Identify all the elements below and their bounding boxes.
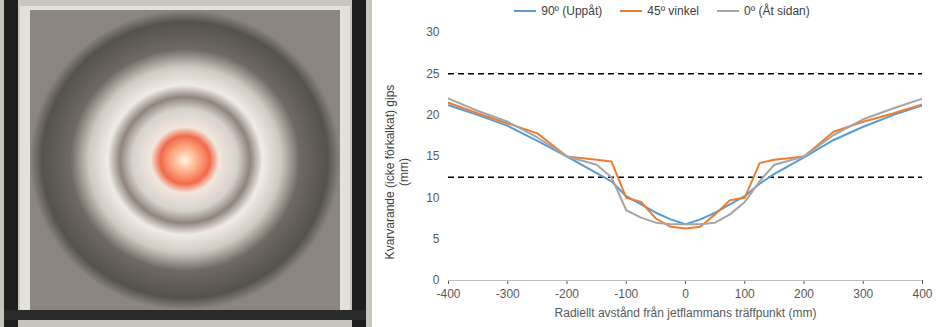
svg-text:15: 15 <box>426 149 440 163</box>
svg-text:200: 200 <box>794 287 814 301</box>
html-text:0º (Åt sidan): 0º (Åt sidan) <box>744 4 810 18</box>
html-text:Kvarvarande (icke förkalkat) g: Kvarvarande (icke förkalkat) gips <box>383 84 397 260</box>
svg-text:-300: -300 <box>496 287 520 301</box>
svg-text:5: 5 <box>433 232 440 246</box>
html-text:45º vinkel: 45º vinkel <box>647 4 699 18</box>
svg-text:20: 20 <box>426 108 440 122</box>
svg-text:300: 300 <box>853 287 873 301</box>
svg-text:25: 25 <box>426 67 440 81</box>
svg-text:Radiellt avstånd från jetflamm: Radiellt avstånd från jetflammans träffp… <box>555 306 817 320</box>
svg-text:-100: -100 <box>614 287 638 301</box>
svg-text:400: 400 <box>912 287 932 301</box>
svg-text:-200: -200 <box>555 287 579 301</box>
html-text:90º (Uppåt): 90º (Uppåt) <box>541 4 603 18</box>
svg-text:10: 10 <box>426 191 440 205</box>
svg-text:100: 100 <box>735 287 755 301</box>
svg-text:-400: -400 <box>436 287 460 301</box>
svg-text:0: 0 <box>682 287 689 301</box>
svg-text:0: 0 <box>433 273 440 287</box>
html-text:(mm): (mm) <box>397 158 411 186</box>
svg-text:30: 30 <box>426 25 440 39</box>
